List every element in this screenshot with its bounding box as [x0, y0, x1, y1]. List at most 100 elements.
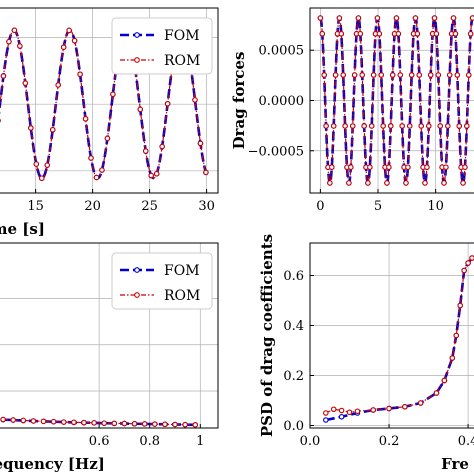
data-point-ROM — [91, 420, 97, 426]
plot-frame — [309, 242, 474, 429]
data-point-ROM — [402, 403, 408, 410]
data-point-ROM — [395, 31, 402, 37]
y-axis-label: PSD of drag coefficients — [258, 234, 276, 437]
data-point-ROM — [403, 180, 409, 186]
data-point-ROM — [346, 180, 352, 186]
data-point-ROM — [433, 390, 440, 396]
data-point-ROM — [141, 421, 148, 427]
data-point-ROM — [327, 180, 333, 186]
data-point-ROM — [361, 123, 367, 129]
data-point-ROM — [465, 260, 471, 266]
data-point-ROM — [10, 417, 16, 423]
plot-frame — [0, 242, 219, 429]
data-point-ROM — [433, 31, 440, 37]
data-point-ROM — [20, 417, 27, 424]
data-point-ROM — [93, 174, 100, 181]
plot-frame — [0, 7, 219, 194]
data-point-ROM — [88, 155, 94, 161]
x-axis-label: Fre — [441, 455, 469, 473]
data-point-ROM — [449, 355, 456, 361]
legend-marker-ROM — [134, 292, 140, 298]
y-tick-label: 0.0000 — [259, 94, 305, 109]
x-tick-label: 0.6 — [89, 434, 110, 449]
series-group — [0, 416, 198, 428]
y-tick-label: 0.6 — [283, 269, 304, 284]
data-point-ROM — [110, 91, 116, 98]
data-point-ROM — [182, 421, 188, 428]
data-point-ROM — [342, 123, 348, 129]
data-point-ROM — [464, 123, 470, 129]
data-point-ROM — [330, 406, 337, 412]
data-point-ROM — [407, 123, 413, 129]
series-line-FOM — [325, 257, 474, 422]
data-point-ROM — [441, 377, 448, 384]
data-point-ROM — [443, 164, 449, 170]
data-point-ROM — [380, 123, 386, 129]
data-point-ROM — [388, 123, 394, 129]
y-tick-label: 0.4 — [283, 319, 304, 334]
data-point-ROM — [424, 164, 430, 170]
data-point-ROM — [192, 422, 198, 428]
data-point-ROM — [336, 15, 343, 21]
legend-label: ROM — [164, 288, 200, 304]
legend-marker-FOM — [134, 267, 140, 273]
data-point-ROM — [60, 44, 67, 50]
x-tick-label: 20 — [84, 199, 101, 214]
data-point-ROM — [456, 123, 462, 129]
data-point-ROM — [454, 72, 461, 78]
data-point-ROM — [378, 72, 384, 78]
data-point-ROM — [446, 72, 453, 78]
legend-marker-ROM — [134, 57, 140, 63]
data-point-ROM — [348, 164, 354, 170]
data-point-ROM — [338, 407, 345, 414]
data-point-ROM — [370, 72, 377, 78]
data-point-ROM — [332, 72, 339, 78]
data-point-ROM — [393, 15, 400, 21]
data-point-ROM — [329, 164, 335, 170]
data-point-ROM — [142, 148, 149, 154]
data-point-ROM — [367, 164, 373, 170]
data-point-ROM — [192, 97, 198, 103]
data-point-FOM — [338, 413, 345, 420]
x-tick-label: 1 — [196, 434, 204, 449]
data-point-ROM — [453, 332, 459, 339]
data-point-ROM — [427, 72, 434, 78]
data-point-ROM — [104, 135, 111, 142]
panel-bottom-left: 0.6 0.8 1 Frequency [Hz] FOM ROM — [0, 242, 219, 473]
data-point-ROM — [6, 38, 12, 45]
data-point-ROM — [0, 416, 6, 423]
data-point-ROM — [460, 180, 466, 186]
data-point-ROM — [431, 15, 438, 21]
data-point-ROM — [338, 31, 345, 37]
data-point-ROM — [203, 169, 209, 176]
x-tick-label: 0.8 — [139, 434, 160, 449]
data-point-ROM — [82, 116, 89, 122]
series-line-ROM — [325, 257, 473, 414]
data-point-ROM — [317, 15, 324, 21]
y-tick-label: 0.0 — [283, 419, 304, 434]
data-point-ROM — [101, 420, 107, 426]
data-point-ROM — [414, 31, 421, 37]
data-point-ROM — [412, 15, 419, 21]
data-point-ROM — [81, 419, 87, 426]
data-point-ROM — [33, 161, 40, 167]
data-point-ROM — [426, 123, 432, 129]
data-point-ROM — [374, 15, 381, 21]
data-point-ROM — [422, 180, 428, 186]
series-group — [323, 255, 474, 423]
data-point-ROM — [376, 31, 383, 37]
data-point-ROM — [71, 37, 78, 44]
data-point-ROM — [349, 123, 356, 129]
data-point-ROM — [111, 420, 118, 427]
data-point-ROM — [351, 72, 358, 78]
data-point-ROM — [370, 407, 376, 413]
data-point-ROM — [131, 420, 138, 427]
data-point-ROM — [445, 123, 451, 129]
data-point-ROM — [148, 172, 154, 179]
legend: FOM ROM — [111, 252, 213, 310]
data-point-ROM — [465, 72, 472, 78]
data-point-ROM — [99, 167, 105, 173]
data-point-ROM — [30, 418, 37, 424]
data-point-ROM — [418, 123, 424, 129]
